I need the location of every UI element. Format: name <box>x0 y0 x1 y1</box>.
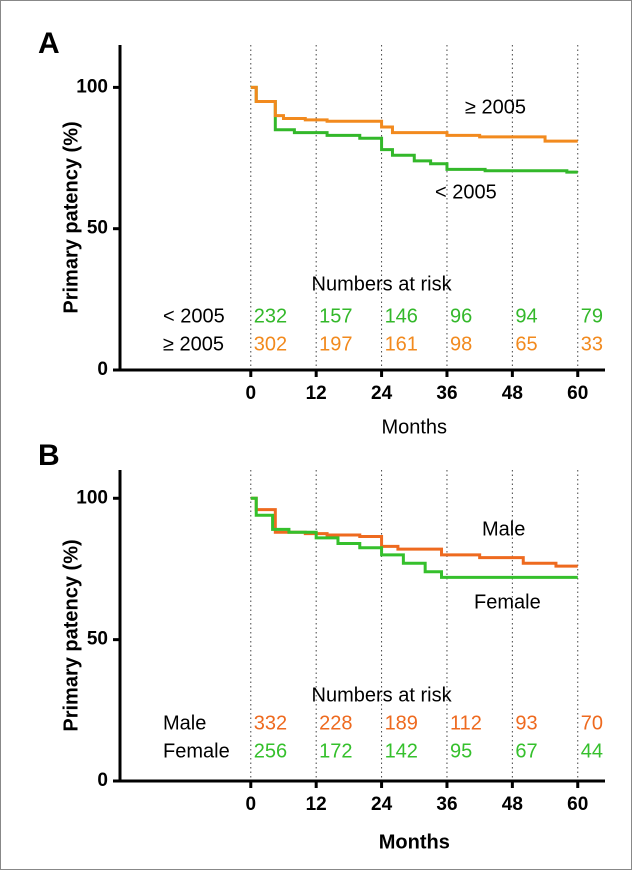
curve-label: Male <box>482 518 525 540</box>
at-risk-count: 172 <box>319 740 352 762</box>
y-axis-label: Primary patency (%) <box>60 121 82 313</box>
x-axis-label: Months <box>381 416 447 438</box>
panel-letter: B <box>38 439 60 472</box>
at-risk-count: 70 <box>581 712 603 734</box>
at-risk-count: 112 <box>450 712 482 734</box>
at-risk-count: 142 <box>385 740 418 762</box>
at-risk-count: 256 <box>254 740 287 762</box>
y-tick-label: 0 <box>97 359 108 380</box>
x-tick-label: 60 <box>567 383 588 404</box>
at-risk-count: 161 <box>385 333 418 355</box>
survival-curve <box>250 85 578 143</box>
at-risk-row-label: ≥ 2005 <box>163 333 224 355</box>
curve-label: < 2005 <box>435 181 497 203</box>
at-risk-row-label: < 2005 <box>163 305 225 327</box>
survival-curve <box>250 85 578 174</box>
at-risk-count: 95 <box>450 740 472 762</box>
curve-label: Female <box>474 591 541 613</box>
y-tick-label: 50 <box>87 629 108 650</box>
at-risk-count: 79 <box>581 305 603 327</box>
at-risk-count: 232 <box>254 305 287 327</box>
at-risk-count: 146 <box>385 305 418 327</box>
x-tick-label: 0 <box>245 383 256 404</box>
y-tick-label: 100 <box>76 76 108 97</box>
at-risk-title: Numbers at risk <box>312 684 453 706</box>
at-risk-count: 65 <box>515 333 537 355</box>
at-risk-count: 302 <box>254 333 287 355</box>
y-tick-label: 0 <box>97 770 108 791</box>
x-tick-label: 36 <box>436 383 457 404</box>
panel-letter: A <box>38 27 60 60</box>
x-tick-label: 48 <box>502 794 523 815</box>
survival-curve <box>250 496 578 579</box>
x-tick-label: 48 <box>502 383 523 404</box>
at-risk-count: 94 <box>515 305 537 327</box>
at-risk-count: 197 <box>319 333 352 355</box>
at-risk-count: 96 <box>450 305 472 327</box>
x-axis-label: Months <box>379 831 450 853</box>
x-tick-label: 12 <box>306 794 327 815</box>
at-risk-row-label: Male <box>163 712 206 734</box>
at-risk-count: 228 <box>319 712 352 734</box>
x-tick-label: 24 <box>371 383 393 404</box>
at-risk-count: 93 <box>515 712 537 734</box>
y-tick-label: 50 <box>87 218 108 239</box>
y-tick-label: 100 <box>76 487 108 508</box>
at-risk-count: 332 <box>254 712 287 734</box>
at-risk-count: 98 <box>450 333 472 355</box>
x-tick-label: 24 <box>371 794 393 815</box>
x-tick-label: 0 <box>245 794 256 815</box>
at-risk-count: 67 <box>515 740 537 762</box>
at-risk-count: 189 <box>385 712 418 734</box>
y-axis-label: Primary patency (%) <box>60 539 82 731</box>
at-risk-count: 33 <box>581 333 603 355</box>
at-risk-count: 44 <box>581 740 603 762</box>
x-tick-label: 60 <box>567 794 588 815</box>
at-risk-count: 157 <box>319 305 352 327</box>
x-tick-label: 36 <box>436 794 457 815</box>
at-risk-row-label: Female <box>163 740 230 762</box>
curve-label: ≥ 2005 <box>465 96 526 118</box>
at-risk-title: Numbers at risk <box>312 273 453 295</box>
x-tick-label: 12 <box>306 383 327 404</box>
